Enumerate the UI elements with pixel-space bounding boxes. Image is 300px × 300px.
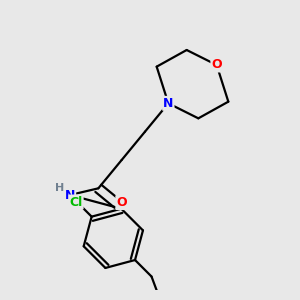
Text: O: O <box>212 58 222 71</box>
Text: Cl: Cl <box>69 196 82 208</box>
Text: O: O <box>116 196 127 209</box>
Text: N: N <box>163 97 173 110</box>
Text: H: H <box>56 183 64 193</box>
Text: N: N <box>65 188 75 202</box>
